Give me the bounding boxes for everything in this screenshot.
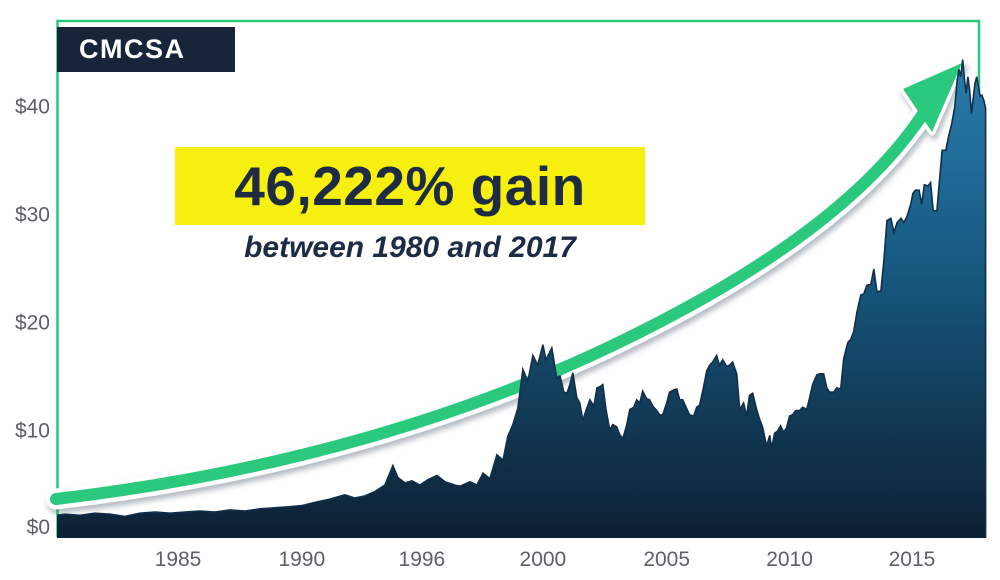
axis-labels-layer: $0 $10 $20 $30 $40 1985 1990 1996 2000 2005 2010 20… bbox=[15, 96, 935, 572]
headline-highlight: 46,222% gain bbox=[175, 147, 645, 225]
growth-arrow-shaft bbox=[50, 90, 940, 505]
price-area-layer bbox=[56, 59, 987, 538]
headline-text: 46,222% gain bbox=[234, 155, 586, 217]
x-axis-label: 2005 bbox=[643, 548, 690, 571]
growth-arrow bbox=[45, 59, 966, 510]
ticker-badge-label: CMCSA bbox=[79, 34, 186, 64]
y-axis-label: $20 bbox=[15, 312, 50, 335]
x-axis-label: 2015 bbox=[889, 548, 936, 571]
price-line bbox=[56, 59, 987, 538]
subtitle-text: between 1980 and 2017 bbox=[244, 231, 576, 264]
y-axis-label: $40 bbox=[15, 96, 50, 119]
x-axis-label: 1996 bbox=[399, 548, 446, 571]
x-axis-label: 2010 bbox=[766, 548, 813, 571]
y-axis-label: $30 bbox=[15, 204, 50, 227]
x-axis-label: 1985 bbox=[155, 548, 202, 571]
x-axis-label: 2000 bbox=[520, 548, 567, 571]
ticker-badge: CMCSA bbox=[57, 27, 235, 72]
price-area bbox=[57, 59, 986, 538]
y-axis-label: $10 bbox=[15, 420, 50, 443]
x-axis-label: 1990 bbox=[278, 548, 325, 571]
y-axis-label: $0 bbox=[27, 516, 50, 539]
